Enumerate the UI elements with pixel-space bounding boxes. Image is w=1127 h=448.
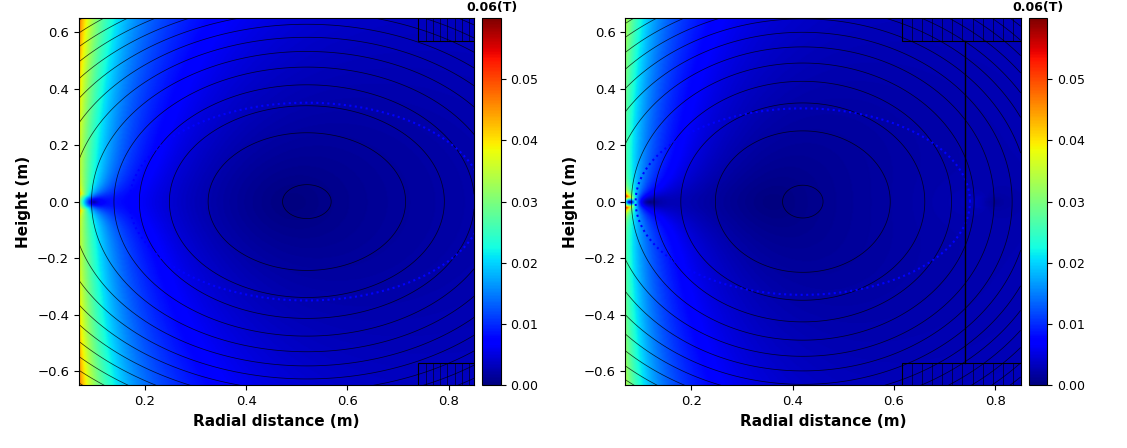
X-axis label: Radial distance (m): Radial distance (m)	[193, 414, 360, 429]
Bar	[902, 363, 1023, 387]
Y-axis label: Height (m): Height (m)	[17, 155, 32, 248]
Y-axis label: Height (m): Height (m)	[564, 155, 578, 248]
Bar	[418, 363, 477, 387]
Bar	[418, 17, 477, 40]
Bar	[902, 17, 1023, 40]
Text: 0.06(T): 0.06(T)	[1013, 1, 1064, 14]
X-axis label: Radial distance (m): Radial distance (m)	[739, 414, 906, 429]
Text: 0.06(T): 0.06(T)	[467, 1, 517, 14]
